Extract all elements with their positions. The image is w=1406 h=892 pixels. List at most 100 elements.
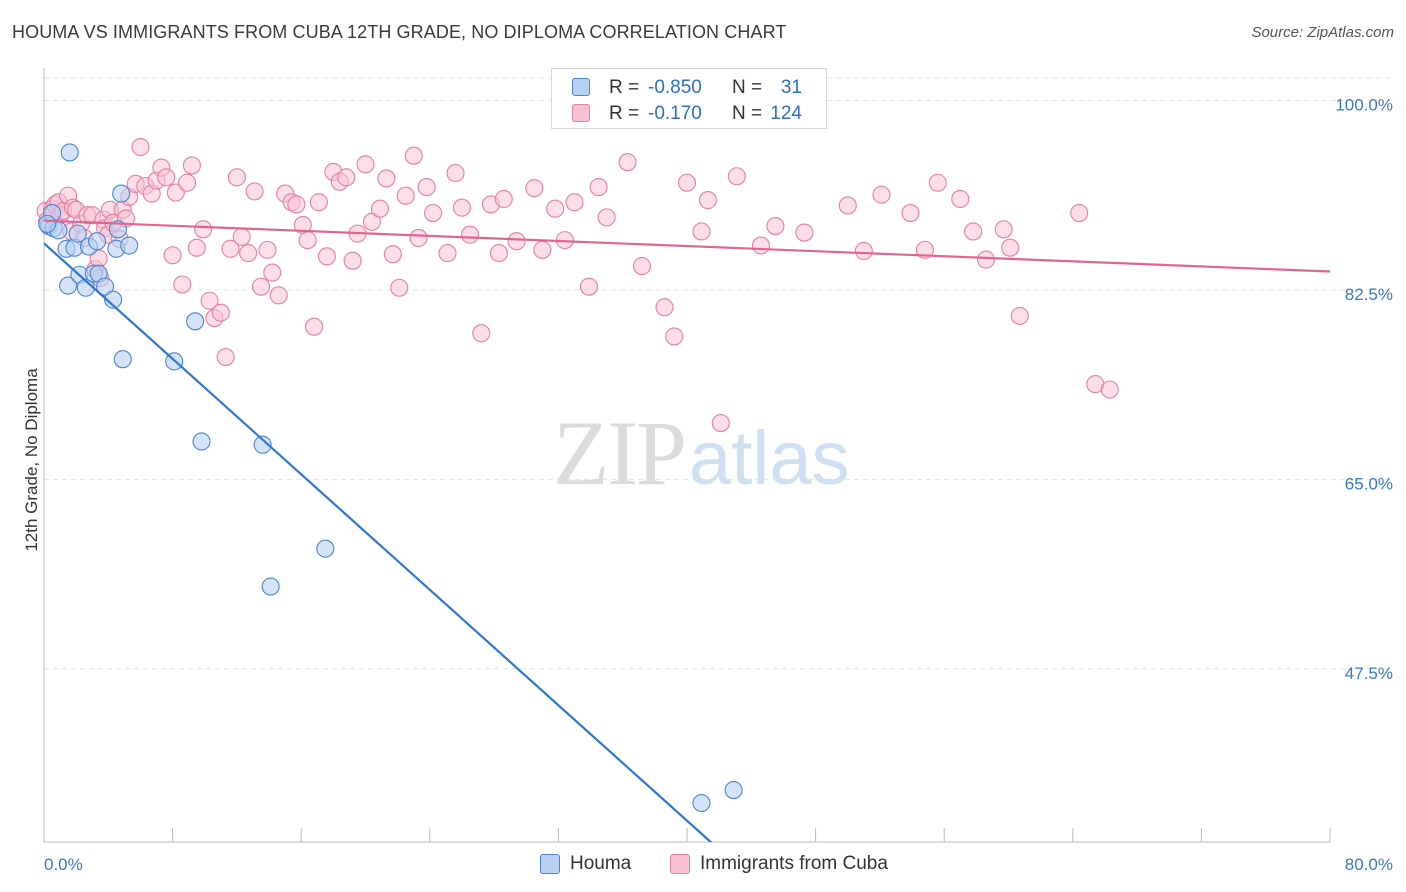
x-tick-label: 80.0% — [1345, 855, 1393, 874]
source-label: Source: ZipAtlas.com — [1251, 24, 1394, 41]
cuba-point — [446, 163, 465, 183]
cuba-point — [597, 208, 616, 227]
houma-point — [120, 236, 139, 255]
cuba-point — [727, 167, 746, 186]
cuba-point — [187, 238, 206, 257]
cuba-point — [239, 244, 258, 263]
cuba-point — [665, 327, 684, 346]
houma-point — [253, 435, 272, 454]
houma-point — [68, 224, 87, 243]
houma-point — [60, 143, 79, 162]
y-axis-label: 12th Grade, No Diploma — [22, 368, 41, 552]
houma-swatch — [540, 854, 560, 874]
cuba-point — [795, 223, 814, 242]
cuba-point — [221, 239, 240, 258]
y-tick-label: 65.0% — [1345, 474, 1393, 493]
cuba-point — [838, 196, 857, 215]
watermark-zip: ZIP — [553, 402, 687, 504]
cuba-point — [216, 347, 235, 367]
cuba-point — [309, 193, 328, 212]
houma-point — [692, 793, 711, 813]
cuba-point — [194, 220, 213, 239]
stats-row-cuba: R = -0.170 N = 124 — [552, 101, 826, 127]
cuba-point — [245, 182, 264, 201]
cuba-point — [163, 246, 182, 265]
houma-point — [108, 220, 127, 239]
series-legend: Houma Immigrants from Cuba — [0, 852, 1406, 878]
cuba-point — [417, 178, 436, 197]
cuba-point — [157, 168, 176, 187]
cuba-point — [377, 169, 396, 188]
cuba-point — [533, 240, 552, 259]
cuba-point — [579, 277, 598, 296]
houma-point — [186, 312, 205, 331]
cuba-point — [343, 251, 362, 270]
cuba-point — [423, 204, 443, 223]
houma-point — [87, 232, 107, 251]
cuba-point — [211, 303, 230, 322]
cuba-point — [131, 137, 150, 157]
houma-point — [724, 780, 743, 800]
cuba-point — [356, 155, 375, 174]
x-tick-label: 0.0% — [44, 855, 83, 874]
cuba-point — [173, 275, 192, 294]
cuba-point — [337, 168, 356, 187]
n-value: 31 — [780, 77, 802, 98]
chart-title: HOUMA VS IMMIGRANTS FROM CUBA 12TH GRADE… — [12, 22, 787, 42]
cuba-point — [928, 173, 947, 192]
houma-swatch — [572, 78, 590, 96]
watermark-atlas: atlas — [689, 416, 850, 501]
r-value: -0.170 — [648, 103, 702, 124]
cuba-point — [618, 153, 637, 172]
houma-point — [192, 432, 211, 451]
houma-point — [112, 184, 131, 203]
cuba-point — [655, 298, 674, 317]
cuba-point — [298, 231, 317, 250]
cuba-point — [460, 225, 480, 244]
cuba-point — [751, 236, 770, 255]
cuba-point — [677, 173, 697, 192]
cuba-point — [994, 220, 1013, 239]
houma-point — [38, 214, 57, 233]
cuba-point — [1070, 204, 1089, 223]
y-tick-label: 47.5% — [1345, 664, 1393, 683]
cuba-point — [232, 227, 251, 246]
cuba-point — [589, 178, 608, 197]
houma-trendline — [44, 242, 713, 842]
cuba-point — [964, 222, 983, 241]
cuba-point — [390, 278, 409, 297]
cuba-point — [698, 191, 717, 210]
cuba-point — [251, 277, 271, 296]
cuba-point — [546, 199, 565, 218]
cuba-point — [766, 216, 785, 236]
cuba-swatch — [670, 854, 690, 874]
y-tick-label: 100.0% — [1335, 95, 1393, 114]
cuba-point — [409, 228, 428, 248]
y-tick-label: 82.5% — [1345, 285, 1393, 304]
cuba-point — [901, 204, 920, 223]
houma-point — [96, 277, 115, 296]
legend-label-houma: Houma — [570, 853, 632, 874]
houma-point — [316, 539, 335, 558]
cuba-point — [287, 195, 306, 214]
cuba-point — [525, 179, 544, 198]
r-label: R = — [609, 77, 640, 98]
cuba-point — [438, 244, 457, 263]
cuba-point — [258, 240, 277, 259]
cuba-point — [1010, 306, 1029, 325]
cuba-point — [227, 168, 246, 187]
cuba-point — [711, 414, 730, 433]
watermark: ZIPatlas — [553, 400, 850, 506]
cuba-point — [396, 186, 415, 205]
stats-legend: R = -0.850 N = 31 R = -0.170 N = 124 — [551, 68, 827, 129]
cuba-point — [383, 245, 402, 264]
cuba-point — [178, 173, 197, 192]
cuba-point — [200, 291, 219, 310]
houma-point — [261, 577, 280, 596]
cuba-point — [452, 198, 472, 217]
cuba-point — [269, 286, 288, 305]
cuba-point — [976, 250, 996, 269]
cuba-point — [489, 244, 508, 263]
cuba-point — [494, 189, 513, 209]
